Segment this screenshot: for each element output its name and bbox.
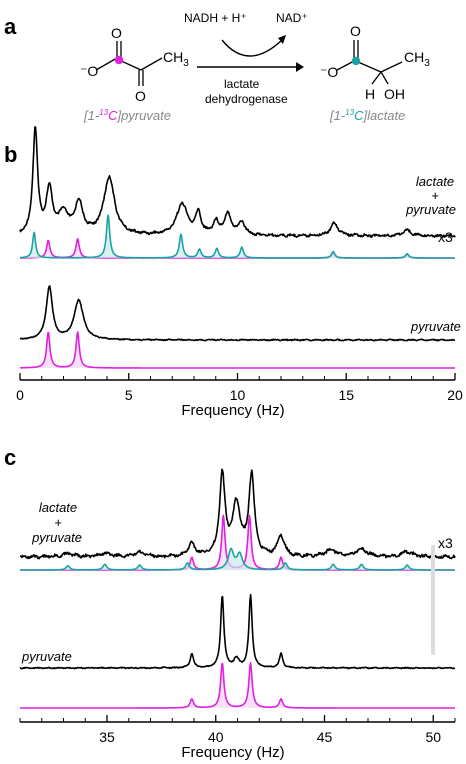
chart-b-label-plus: +	[431, 188, 439, 203]
chart-c-artifact-mark	[431, 545, 435, 655]
pyruvate-labeled-carbon	[114, 55, 124, 65]
chart-c-xlabel: Frequency (Hz)	[181, 744, 284, 761]
chart-b-label-lactate: lactate	[416, 174, 454, 189]
chart-b-trace-2	[19, 214, 456, 259]
chart-b-trace-0	[19, 126, 456, 239]
chart-b-tick-label-2: 10	[230, 387, 246, 403]
spectrum-chart-b: 0 5 10 15 20	[16, 126, 463, 403]
chart-b-trace-3	[19, 285, 456, 342]
panel-letter-c: c	[4, 445, 16, 470]
chart-b-label-pyruvate: pyruvate	[405, 202, 456, 217]
chart-c-tick-label-1: 40	[208, 729, 224, 745]
lactate-oh: OH	[384, 86, 405, 102]
chart-b-tick-label-1: 5	[125, 387, 133, 403]
chart-b-trace-4	[19, 331, 456, 369]
chart-c-fill-2	[20, 548, 455, 570]
lactate-o-minus: ⁻O	[320, 64, 338, 80]
lactate-o-top: O	[350, 23, 361, 39]
chart-b-fill-2	[20, 215, 455, 258]
chart-c-trace-0	[19, 468, 456, 560]
chart-b-tick-label-4: 20	[447, 387, 463, 403]
chart-c-tick-label-2: 45	[317, 729, 333, 745]
pyruvate-ch3: CH3	[163, 49, 189, 69]
panel-letter-a: a	[4, 14, 17, 39]
enzyme-label-line2: dehydrogenase	[205, 92, 288, 106]
chart-b-tick-label-3: 15	[338, 387, 354, 403]
reaction-arrow	[197, 35, 304, 72]
chart-c-label-plus: +	[54, 515, 62, 530]
lactate-structure	[336, 40, 403, 85]
lactate-h: H	[365, 86, 375, 102]
chart-c-tick-label-3: 50	[425, 729, 441, 745]
enzyme-label-line1: lactate	[224, 77, 260, 91]
panel-letter-b: b	[4, 142, 17, 167]
lactate-ch3: CH3	[404, 49, 430, 69]
chart-c-label-lactate: lactate	[39, 500, 77, 515]
pyruvate-name: [1-13C]pyruvate	[83, 108, 171, 123]
chart-b-label-pure: pyruvate	[410, 319, 461, 334]
spectrum-chart-c: 35 40 45 50	[19, 468, 456, 745]
pyruvate-o-bottom: O	[135, 88, 146, 104]
chart-c-label-pyruvate: pyruvate	[31, 530, 82, 545]
chart-c-tick-label-0: 35	[99, 729, 115, 745]
chart-c-trace-2	[19, 547, 456, 571]
lactate-labeled-carbon	[351, 56, 361, 66]
pyruvate-structure	[95, 41, 163, 86]
product-nad: NAD⁺	[276, 11, 308, 25]
chart-c-label-pure: pyruvate	[21, 649, 72, 664]
lactate-name: [1-13C]lactate	[329, 108, 405, 123]
chart-c-scale-label: x3	[438, 535, 453, 551]
chart-c-trace-3	[19, 593, 456, 670]
chart-c-fill-4	[20, 662, 455, 708]
chart-b-tick-label-0: 0	[16, 387, 24, 403]
chart-b-xlabel: Frequency (Hz)	[181, 402, 284, 419]
chart-b-fill-4	[20, 332, 455, 368]
pyruvate-o-top: O	[111, 25, 122, 41]
chart-b-scale-label: x3	[438, 229, 453, 245]
pyruvate-o-minus: ⁻O	[80, 63, 98, 79]
reagent-nadh: NADH + H⁺	[184, 11, 247, 25]
chart-c-trace-4	[19, 661, 456, 709]
